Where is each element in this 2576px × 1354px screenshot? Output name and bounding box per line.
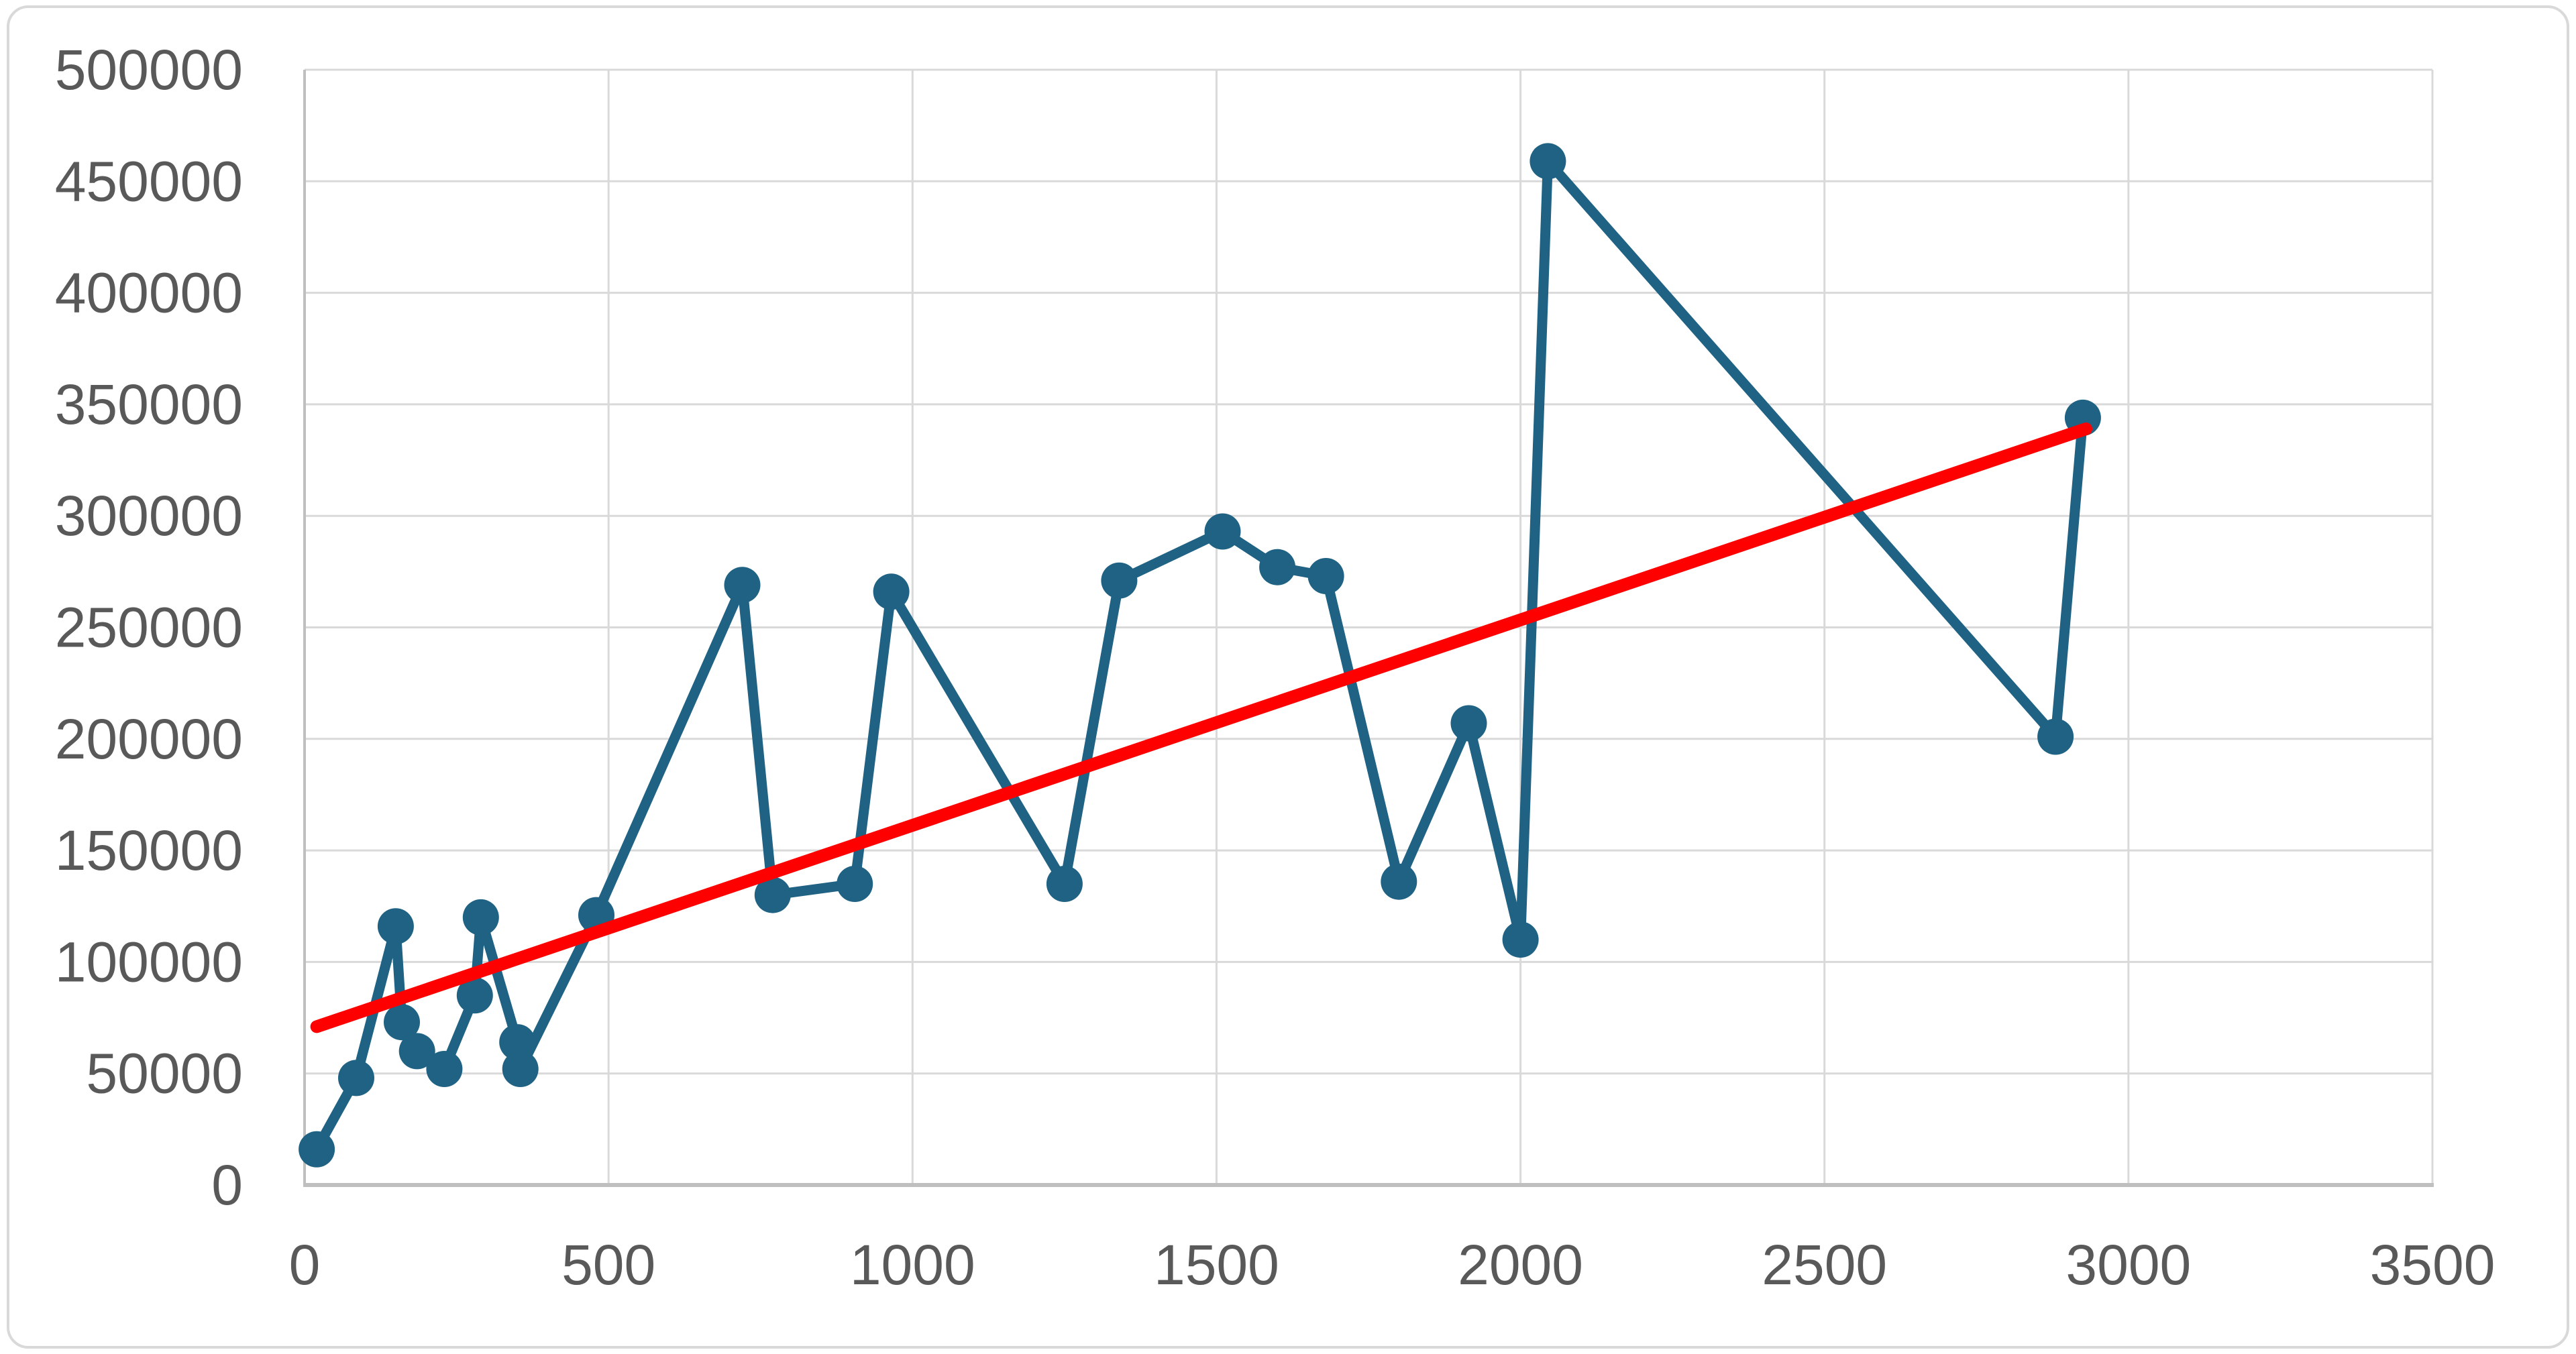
data-point <box>1450 705 1487 742</box>
y-tick-label: 100000 <box>55 930 243 993</box>
data-point <box>338 1060 374 1096</box>
data-point <box>1529 143 1566 180</box>
chart-frame-border <box>7 5 2569 1349</box>
data-point <box>1381 863 1417 900</box>
data-point <box>1204 513 1241 550</box>
x-tick-label: 1500 <box>1154 1233 1279 1296</box>
x-tick-label: 2000 <box>1458 1233 1583 1296</box>
data-point <box>1502 921 1539 958</box>
data-point <box>299 1131 335 1168</box>
y-tick-label: 0 <box>211 1153 243 1217</box>
data-point <box>384 1004 420 1041</box>
trendline <box>310 422 2092 1033</box>
data-point <box>1046 866 1083 902</box>
data-point <box>1101 562 1138 599</box>
y-tick-label: 500000 <box>55 38 243 101</box>
x-tick-label: 1000 <box>850 1233 975 1296</box>
data-point <box>837 866 873 902</box>
axis-lines <box>303 70 2434 1187</box>
data-point <box>499 1024 536 1061</box>
data-point <box>1307 558 1344 594</box>
data-point <box>724 567 761 604</box>
x-tick-label: 500 <box>561 1233 655 1296</box>
y-axis-labels: 0 50000 100000 150000 200000 250000 300000 3500… <box>55 38 243 1217</box>
y-tick-label: 250000 <box>55 596 243 659</box>
x-tick-label: 2500 <box>1762 1233 1887 1296</box>
y-tick-label: 50000 <box>86 1042 243 1105</box>
trendline-segment <box>310 422 2092 1033</box>
x-tick-label: 3000 <box>2065 1233 2191 1296</box>
x-tick-label: 3500 <box>2370 1233 2496 1296</box>
y-tick-label: 450000 <box>55 150 243 213</box>
data-point <box>754 877 791 913</box>
y-tick-label: 350000 <box>55 373 243 436</box>
data-point <box>1259 549 1296 585</box>
data-point <box>377 908 414 945</box>
y-tick-label: 400000 <box>55 262 243 325</box>
y-tick-label: 300000 <box>55 484 243 547</box>
x-axis-labels: 0 500 1000 1500 2000 2500 3000 3500 <box>289 1233 2496 1296</box>
y-tick-label: 200000 <box>55 708 243 771</box>
data-point <box>462 899 499 936</box>
data-point <box>2037 718 2074 755</box>
data-point <box>456 977 493 1014</box>
y-tick-label: 150000 <box>55 819 243 882</box>
data-point <box>502 1051 539 1087</box>
data-point <box>426 1051 463 1087</box>
x-tick-label: 0 <box>289 1233 321 1296</box>
data-point <box>873 573 910 610</box>
data-point <box>398 1033 435 1070</box>
